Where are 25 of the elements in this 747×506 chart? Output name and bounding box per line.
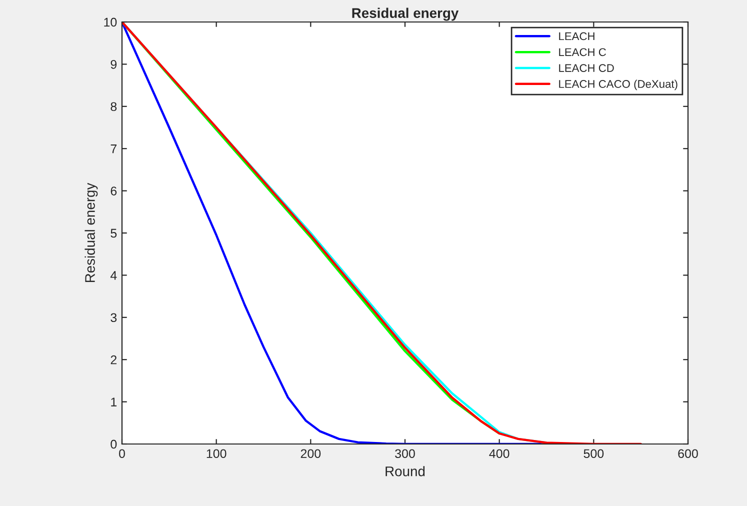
- x-tick-label: 100: [206, 449, 226, 458]
- y-tick-label: 4: [110, 271, 117, 280]
- y-tick-label: 2: [110, 355, 117, 364]
- x-tick-label: 0: [119, 449, 125, 458]
- y-tick-label: 7: [110, 144, 117, 154]
- y-tick-label: 10: [104, 18, 117, 27]
- legend-label: LEACH CACO (DeXuat): [559, 80, 678, 90]
- y-tick-label: 3: [110, 313, 117, 322]
- chart-title: Residual energy: [352, 8, 459, 21]
- legend-label: LEACH C: [559, 48, 606, 56]
- legend-label: LEACH CD: [559, 64, 614, 72]
- x-axis-title: Round: [386, 466, 425, 476]
- y-axis-title: Residual energy: [84, 182, 98, 282]
- y-tick-label: 6: [110, 186, 117, 196]
- y-tick-label: 5: [110, 228, 117, 238]
- legend-label: LEACH: [559, 32, 594, 40]
- x-tick-label: 300: [395, 449, 415, 458]
- y-tick-label: 9: [110, 60, 117, 69]
- x-tick-label: 200: [300, 449, 321, 458]
- x-tick-label: 600: [678, 449, 698, 458]
- y-tick-label: 8: [110, 102, 117, 112]
- x-tick-label: 400: [489, 449, 510, 458]
- y-tick-label: 1: [111, 398, 117, 406]
- y-tick-label: 0: [110, 440, 117, 449]
- x-tick-label: 500: [584, 449, 604, 458]
